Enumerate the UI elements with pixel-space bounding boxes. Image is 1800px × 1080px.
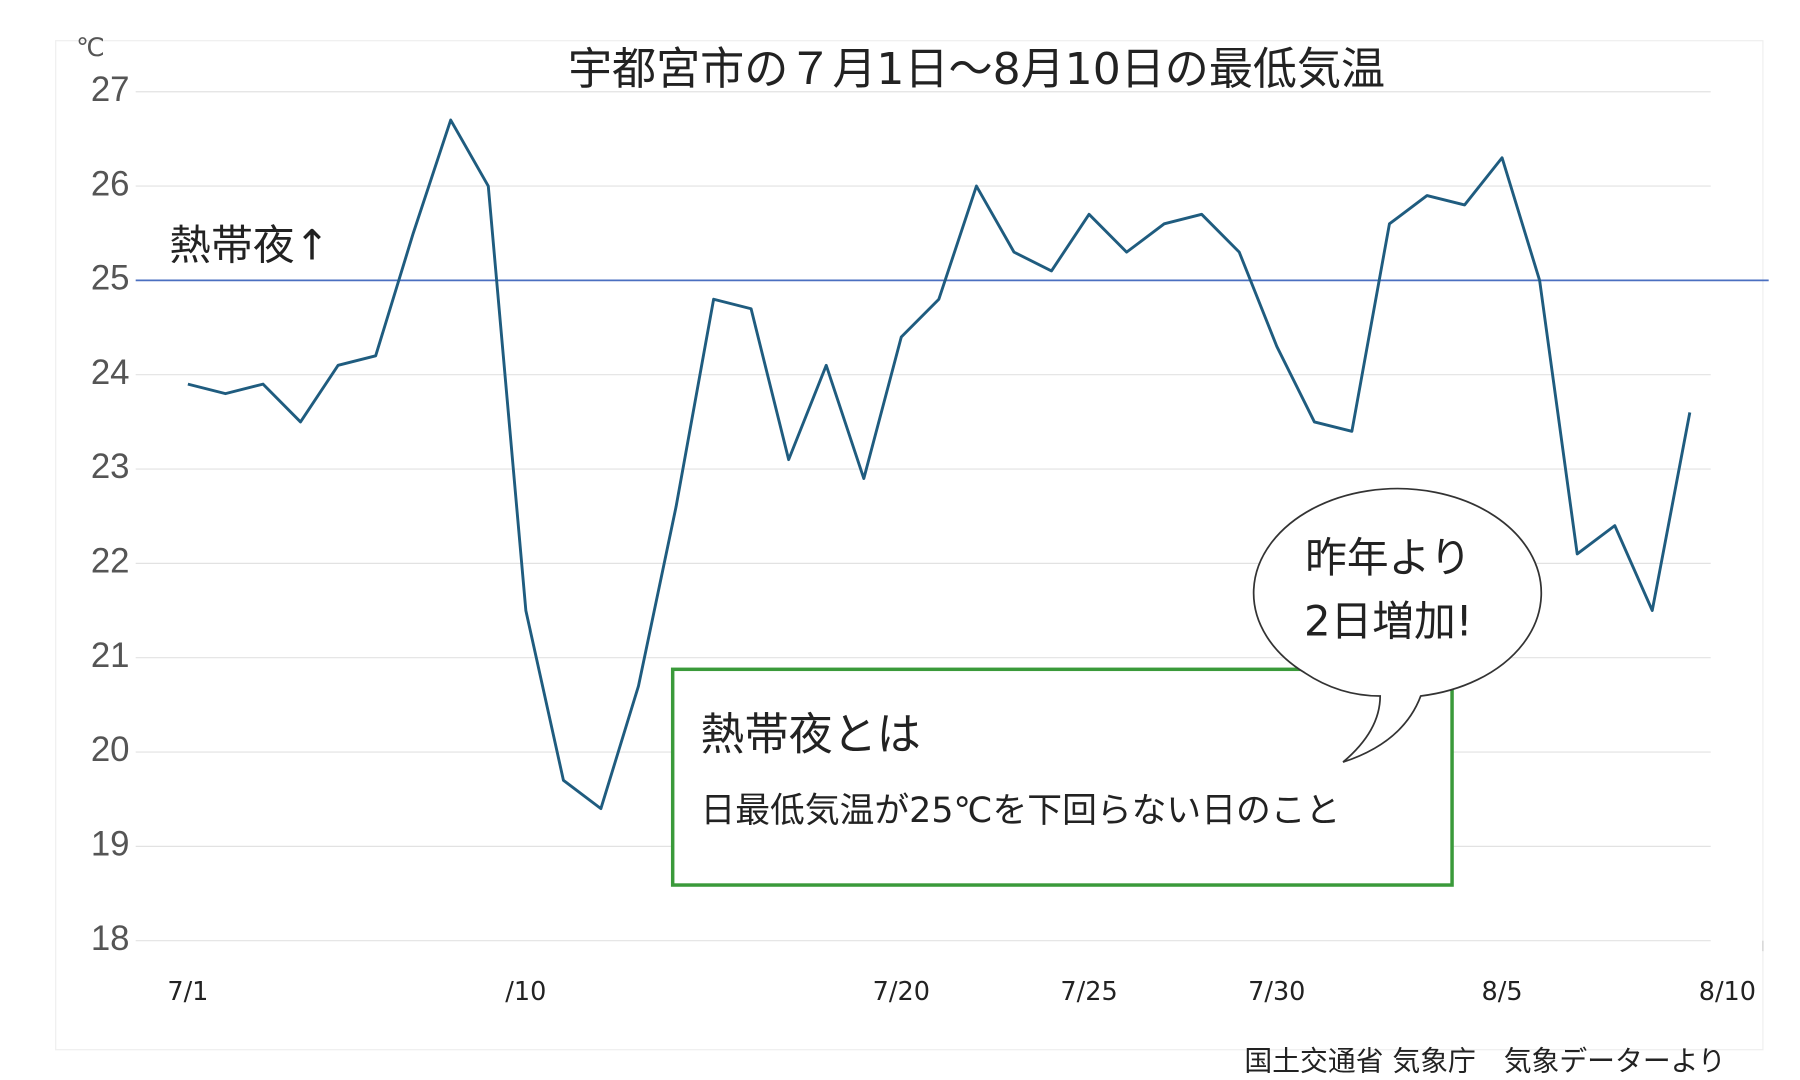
y-tick-label: 22 bbox=[91, 543, 130, 581]
y-tick-label: 19 bbox=[91, 826, 130, 864]
x-tick-label: 7/1 bbox=[167, 977, 208, 1007]
y-tick-label: 27 bbox=[91, 71, 130, 109]
speech-bubble bbox=[1252, 487, 1543, 763]
y-tick-label: 18 bbox=[91, 920, 130, 958]
y-tick-label: 24 bbox=[91, 354, 130, 392]
y-tick-label: 21 bbox=[91, 637, 130, 675]
x-tick-label: /10 bbox=[505, 977, 546, 1007]
source: 国土交通省 気象庁 気象データーより bbox=[1244, 1044, 1725, 1077]
plot: 18 19 20 21 22 23 24 25 26 27 7/1/10 7/20 7/25 7/30 8/… bbox=[91, 71, 1769, 1007]
y-tick-label: 25 bbox=[91, 260, 130, 298]
x-tick-label: 8/5 bbox=[1482, 977, 1523, 1007]
bubble-line: 2日増加! bbox=[1304, 597, 1473, 646]
x-tick-label: 7/25 bbox=[1060, 977, 1117, 1007]
y-unit: ℃ bbox=[76, 33, 105, 63]
chart-title: 宇都宮市の７月1日～8月10日の最低気温 bbox=[568, 44, 1385, 95]
chart-frame bbox=[55, 40, 1764, 1051]
x-tick-label: 7/30 bbox=[1248, 977, 1305, 1007]
x-tick-label: 7/20 bbox=[873, 977, 930, 1007]
y-tick-label: 26 bbox=[91, 165, 130, 203]
definition-box bbox=[670, 667, 1454, 887]
y-tick-label: 20 bbox=[91, 731, 130, 769]
data-line bbox=[187, 118, 1692, 811]
y-tick-label: 23 bbox=[91, 448, 130, 486]
x-tick-label: 8/10 bbox=[1699, 977, 1756, 1007]
reference-label: 熱帯夜↑ bbox=[169, 220, 329, 269]
bubble-line: 昨年より bbox=[1305, 533, 1471, 582]
box-text: 日最低気温が25℃を下回らない日のこと bbox=[701, 791, 1341, 831]
box-title: 熱帯夜とは bbox=[701, 710, 921, 761]
